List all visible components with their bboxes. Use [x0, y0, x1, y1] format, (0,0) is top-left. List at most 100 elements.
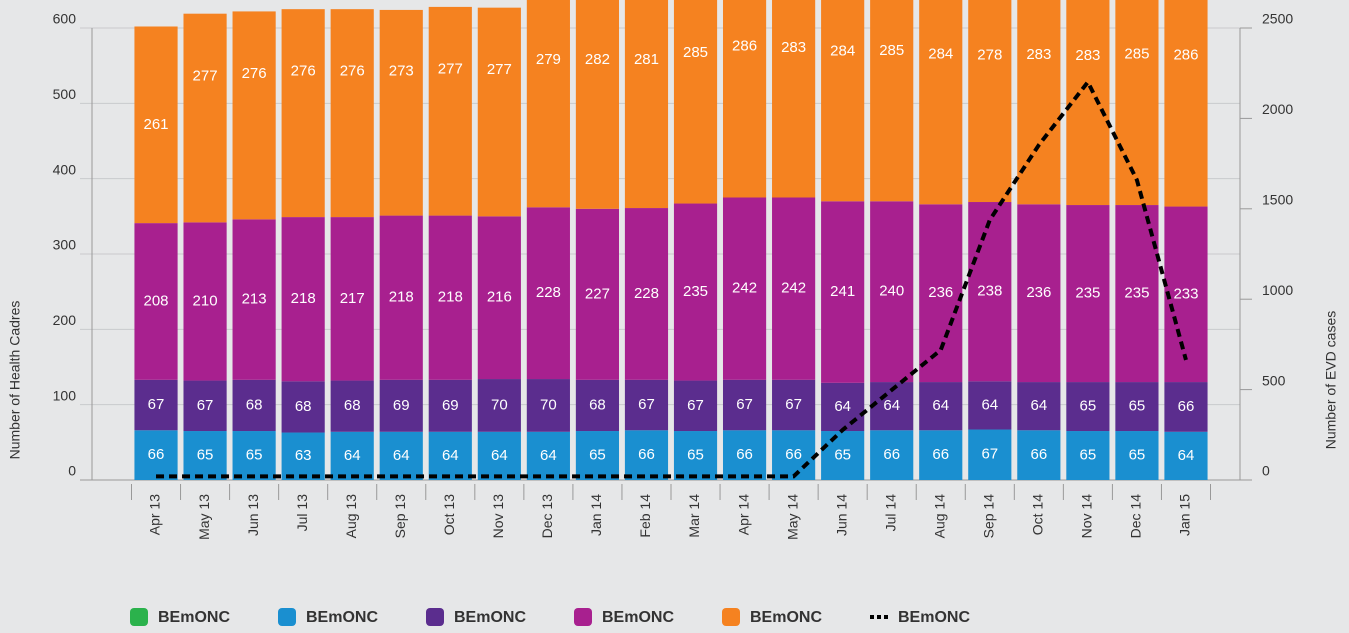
- value-label: 241: [830, 283, 855, 300]
- value-label: 68: [589, 396, 606, 413]
- value-label: 64: [1030, 397, 1047, 414]
- bar-segment: [428, 379, 472, 432]
- value-label: 64: [932, 397, 949, 414]
- bar-segment: [1164, 431, 1208, 480]
- value-label: 218: [291, 290, 316, 307]
- x-tick-label: Jun 13: [245, 494, 261, 536]
- value-label: 64: [834, 398, 851, 415]
- bar-segment: [1115, 0, 1159, 206]
- bar-segment: [1164, 206, 1208, 383]
- bar-segment: [772, 430, 816, 480]
- value-label: 64: [393, 447, 410, 464]
- value-label: 278: [977, 46, 1002, 63]
- value-label: 210: [193, 292, 218, 309]
- legend-swatch: [130, 608, 148, 626]
- value-label: 67: [785, 396, 802, 413]
- y2-tick-label: 0: [1262, 463, 1270, 479]
- value-label: 276: [340, 63, 365, 80]
- y2-tick-label: 2500: [1262, 11, 1293, 27]
- value-label: 66: [736, 446, 753, 463]
- bar-segment: [673, 431, 718, 480]
- bar-segment: [968, 0, 1012, 203]
- value-label: 67: [981, 446, 998, 463]
- legend-swatch: [574, 608, 592, 626]
- x-tick-label: Aug 14: [931, 494, 947, 539]
- value-label: 65: [1080, 398, 1097, 415]
- y-tick-label: 100: [53, 387, 77, 403]
- x-tick-label: Dec 13: [539, 494, 555, 539]
- bar-segment: [919, 382, 963, 431]
- bar-segment: [1066, 0, 1110, 206]
- value-label: 67: [197, 397, 214, 414]
- value-label: 64: [981, 396, 998, 413]
- value-label: 64: [883, 397, 900, 414]
- bar-segment: [1115, 431, 1159, 480]
- bar-segment: [821, 201, 865, 383]
- value-label: 66: [1030, 446, 1047, 463]
- bar-segment: [379, 9, 423, 216]
- y-axis-title: Number of Health Cadres: [7, 301, 23, 460]
- value-label: 285: [683, 44, 708, 61]
- value-label: 238: [977, 283, 1002, 300]
- bar-segment: [526, 431, 570, 480]
- bar-segment: [330, 217, 374, 381]
- bar-segment: [722, 379, 767, 431]
- value-label: 286: [732, 38, 757, 55]
- value-label: 285: [879, 42, 904, 59]
- bar-segment: [821, 0, 865, 202]
- legend-swatch: [278, 608, 296, 626]
- x-tick-label: Mar 14: [686, 494, 702, 538]
- bar-segment: [575, 208, 620, 380]
- x-tick-label: Nov 14: [1079, 494, 1095, 539]
- bar-segment: [281, 432, 325, 480]
- bar-segment: [134, 223, 178, 380]
- value-label: 213: [242, 291, 267, 308]
- value-label: 66: [638, 446, 655, 463]
- value-label: 240: [879, 283, 904, 300]
- value-label: 277: [438, 60, 463, 77]
- value-label: 68: [344, 397, 361, 414]
- legend-label: BEmONC: [158, 609, 230, 626]
- value-label: 64: [491, 447, 508, 464]
- y2-tick-label: 1500: [1262, 192, 1293, 208]
- x-tick-label: Nov 13: [490, 494, 506, 539]
- value-label: 235: [1124, 285, 1149, 302]
- bar-segment: [134, 430, 178, 480]
- bar-segment: [772, 379, 816, 431]
- legend-label: BEmONC: [750, 609, 822, 626]
- bar-segment: [722, 197, 767, 380]
- value-label: 66: [883, 446, 900, 463]
- bar-segment: [526, 207, 570, 380]
- value-label: 261: [144, 116, 169, 133]
- x-tick-label: Oct 14: [1030, 494, 1046, 535]
- x-tick-label: Jun 14: [833, 494, 849, 536]
- bar-segment: [673, 380, 718, 432]
- bar-segment: [624, 0, 669, 209]
- bar-segment: [1164, 382, 1208, 432]
- bar-segment: [232, 11, 276, 220]
- value-label: 64: [1178, 447, 1195, 464]
- bar-segment: [1066, 205, 1110, 383]
- legend-swatch: [722, 608, 740, 626]
- value-label: 236: [1026, 284, 1051, 301]
- value-label: 227: [585, 285, 610, 302]
- value-label: 66: [1178, 398, 1195, 415]
- x-tick-label: Sep 13: [392, 494, 408, 539]
- bar-segment: [1066, 431, 1110, 480]
- x-tick-label: Apr 13: [147, 494, 163, 535]
- x-tick-label: Jan 14: [588, 494, 604, 536]
- y-tick-label: 300: [53, 237, 77, 253]
- value-label: 283: [1075, 47, 1100, 64]
- value-label: 284: [830, 42, 855, 59]
- bar-segment: [1115, 382, 1159, 432]
- bar-segment: [330, 9, 374, 218]
- bar-segment: [624, 208, 669, 380]
- value-label: 67: [638, 396, 655, 413]
- x-tick-label: Feb 14: [637, 494, 653, 538]
- bar-segment: [575, 379, 620, 432]
- bar-segment: [919, 430, 963, 480]
- y-tick-label: 200: [53, 312, 77, 328]
- value-label: 65: [1080, 446, 1097, 463]
- value-label: 64: [540, 447, 557, 464]
